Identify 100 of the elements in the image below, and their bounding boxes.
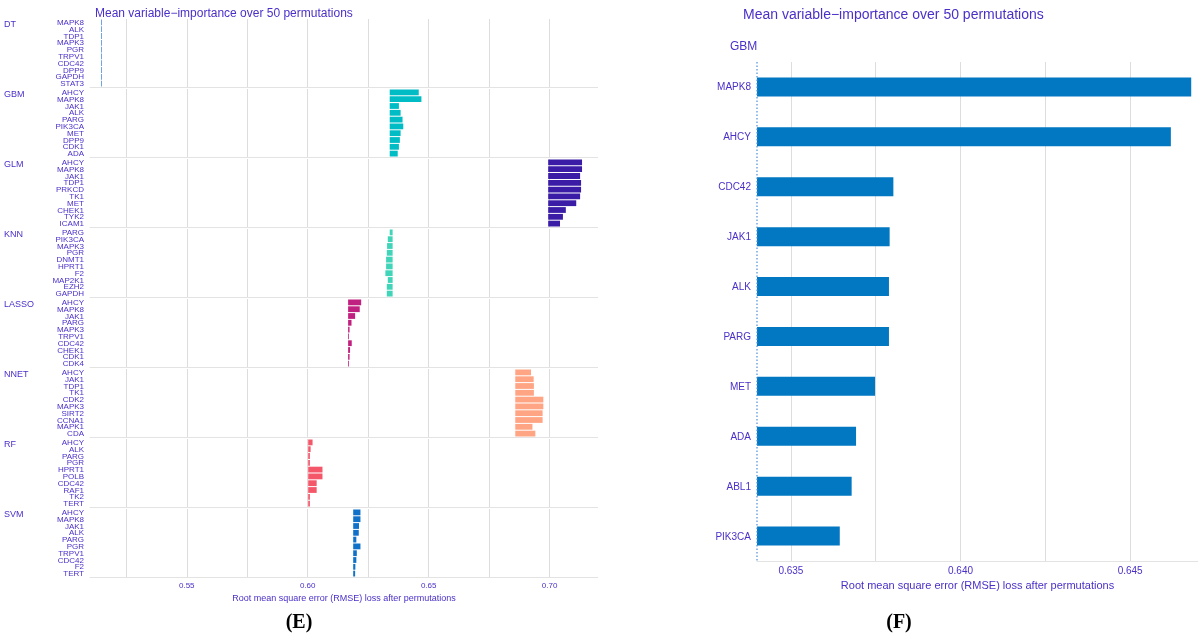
y-tick-label: JAK1	[64, 171, 85, 181]
y-tick-label: PARG	[61, 318, 84, 328]
y-tick-label: PGR	[66, 458, 85, 468]
y-tick-label: MAPK8	[56, 164, 85, 174]
y-tick-label: MAPK1	[56, 422, 85, 432]
y-tick-label: MET	[67, 128, 85, 138]
y-tick-label: PARG	[61, 227, 84, 237]
y-tick-label: MET	[729, 380, 751, 392]
y-tick-label: CHEK1	[57, 205, 85, 215]
bar	[757, 376, 876, 396]
y-tick-label: PGR	[66, 248, 85, 258]
y-tick-label: F2	[74, 268, 85, 278]
y-tick-label: F2	[74, 562, 85, 572]
x-tick-label: 0.70	[541, 580, 558, 590]
y-tick-label: MET	[67, 198, 85, 208]
y-tick-label: ALK	[68, 444, 85, 454]
y-tick-label: MAPK3	[56, 241, 85, 251]
y-tick-label: TYK2	[63, 212, 85, 222]
x-tick-label: 0.60	[299, 580, 317, 590]
y-tick-label: MAPK3	[56, 38, 85, 48]
y-tick-label: AHCY	[61, 507, 85, 517]
text: (E)	[285, 610, 313, 633]
bar	[757, 426, 857, 446]
y-tick-label: JAK1	[64, 374, 85, 384]
y-tick-label: TK1	[69, 388, 85, 398]
chart-title: Mean variable−importance over 50 permutations	[743, 6, 1044, 22]
y-tick-label: JAK1	[64, 101, 85, 111]
y-tick-label: AHCY	[723, 131, 752, 143]
y-tick-label: ALK	[68, 528, 85, 538]
bar	[757, 526, 840, 546]
y-tick-label: ADA	[67, 149, 85, 159]
y-tick-label: DPP9	[63, 65, 85, 75]
y-tick-label: CDC42	[718, 181, 752, 193]
bar	[757, 326, 889, 346]
text: DT	[4, 18, 17, 29]
y-tick-label: ALK	[68, 108, 85, 118]
chart-subtitle: GBM	[730, 39, 758, 53]
y-tick-label: SIRT2	[61, 408, 85, 418]
y-tick-label: CDC42	[57, 58, 85, 68]
x-axis-title: Root mean square error (RMSE) loss after permutations	[232, 593, 457, 604]
y-tick-label: JAK1	[64, 521, 85, 531]
y-tick-label: MAPK8	[56, 17, 85, 27]
y-tick-label: TERT	[63, 499, 85, 509]
x-axis-title: Root mean square error (RMSE) loss after permutations	[840, 579, 1115, 592]
y-tick-label: PIK3CA	[715, 530, 752, 542]
text: (F)	[886, 610, 912, 633]
y-tick-label: CCNA1	[56, 415, 85, 425]
text: NNET	[4, 368, 29, 379]
y-tick-label: CDK1	[62, 142, 85, 152]
y-tick-label: ALK	[68, 24, 85, 34]
text: GBM	[4, 88, 25, 99]
x-tick-label: 0.645	[1117, 564, 1144, 576]
chart-title: Mean variable−importance over 50 permutations	[95, 6, 353, 20]
y-tick-label: STAT3	[60, 79, 85, 89]
y-tick-label: MAPK8	[717, 81, 752, 93]
y-tick-label: AHCY	[61, 157, 85, 167]
y-tick-label: CDA	[67, 429, 85, 439]
text: GLM	[4, 158, 24, 169]
bar	[757, 277, 889, 297]
y-tick-label: MAPK8	[56, 304, 85, 314]
y-tick-label: ICAM1	[59, 219, 85, 229]
y-tick-label: MAP2K1	[52, 275, 85, 285]
y-tick-label: CDC42	[57, 555, 85, 565]
y-tick-label: PIK3CA	[55, 234, 85, 244]
y-tick-label: DPP9	[63, 135, 85, 145]
text: RF	[4, 438, 17, 449]
bar	[757, 476, 852, 496]
y-tick-label: RAF1	[63, 485, 85, 495]
bar	[757, 77, 1192, 97]
y-tick-label: PARG	[723, 330, 752, 342]
y-tick-label: ALK	[732, 281, 752, 293]
y-tick-label: CDC42	[57, 478, 85, 488]
bar	[757, 177, 894, 197]
y-tick-label: ABL1	[726, 480, 752, 492]
y-tick-label: GAPDH	[55, 72, 85, 82]
y-tick-label: AHCY	[61, 437, 85, 447]
y-tick-label: GAPDH	[55, 289, 85, 299]
text: SVM	[4, 508, 24, 519]
y-tick-label: PARG	[61, 451, 84, 461]
y-tick-label: AHCY	[61, 297, 85, 307]
y-tick-label: EZH2	[63, 282, 85, 292]
y-tick-label: CHEK1	[57, 345, 85, 355]
y-tick-label: TDP1	[63, 178, 85, 188]
bar	[757, 227, 890, 247]
x-tick-label: 0.65	[420, 580, 437, 590]
y-tick-label: CDC42	[57, 338, 85, 348]
y-tick-label: MAPK8	[56, 94, 85, 104]
y-tick-label: CDK1	[62, 352, 85, 362]
y-tick-label: TRPV1	[58, 548, 85, 558]
bar	[757, 127, 1171, 147]
y-tick-label: ADA	[730, 430, 752, 442]
y-tick-label: AHCY	[61, 367, 85, 377]
y-tick-label: CDK4	[62, 359, 85, 369]
x-tick-label: 0.635	[778, 564, 804, 576]
y-tick-label: JAK1	[727, 231, 752, 243]
chart-subtitle: LASSO	[4, 298, 35, 309]
x-tick-label: 0.55	[178, 580, 196, 590]
y-tick-label: MAPK8	[56, 514, 85, 524]
text: KNN	[4, 228, 24, 239]
y-tick-label: TDP1	[63, 381, 85, 391]
